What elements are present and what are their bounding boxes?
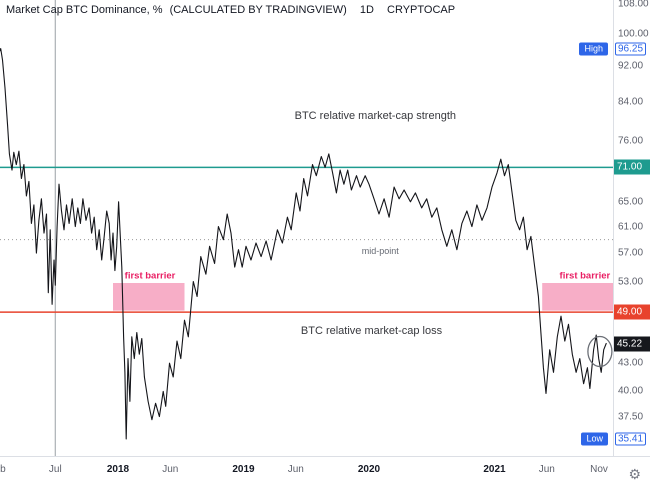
- price-tick-label: 92.00: [618, 60, 644, 72]
- teal-line-price-label: 71.00: [614, 159, 650, 175]
- time-month-label: Jul: [48, 464, 62, 475]
- axis-corner-cell: [613, 456, 650, 487]
- highlight-circle[interactable]: [587, 335, 613, 368]
- high-badge: High: [579, 42, 608, 56]
- price-tick-label: 76.00: [618, 135, 644, 147]
- annotation-strength-text[interactable]: BTC relative market-cap strength: [294, 109, 456, 122]
- annotation-loss-text[interactable]: BTC relative market-cap loss: [300, 324, 443, 337]
- annotation-first-barrier-right[interactable]: first barrier: [559, 270, 611, 282]
- low-value-label: 35.41: [615, 432, 647, 446]
- time-year-label: 2019: [232, 464, 255, 475]
- time-month-label: Nov: [590, 464, 608, 475]
- time-month-label: Jun: [287, 464, 304, 475]
- time-month-label: Jun: [162, 464, 179, 475]
- price-tick-label: 53.00: [618, 276, 644, 287]
- high-value-label: 96.25: [615, 42, 647, 56]
- calc-note: (CALCULATED BY TRADINGVIEW): [169, 4, 347, 16]
- symbol-title[interactable]: Market Cap BTC Dominance, %: [6, 4, 163, 16]
- chart-plot-area[interactable]: [0, 0, 613, 456]
- low-badge: Low: [581, 432, 608, 446]
- annotation-first-barrier-left[interactable]: first barrier: [124, 270, 176, 282]
- time-year-label: 2021: [483, 464, 506, 475]
- price-tick-label: 65.00: [618, 196, 644, 208]
- price-tick-label: 40.00: [618, 385, 644, 397]
- time-axis[interactable]: b Jul 2018 Jun 2019 Jun 2020 2021 Jun Nov: [0, 456, 613, 487]
- price-plot-svg[interactable]: [0, 0, 613, 456]
- time-year-label: 2018: [106, 464, 130, 475]
- price-tick-label: 108.00: [618, 0, 649, 10]
- price-axis[interactable]: 108.00 100.00 92.00 84.00 76.00 65.00 61.00 57.…: [613, 0, 650, 456]
- time-month-label: b: [0, 464, 6, 475]
- time-month-label: Jun: [538, 464, 555, 475]
- barrier-zone[interactable]: [113, 283, 185, 311]
- price-tick-label: 100.00: [618, 28, 649, 40]
- price-tick-label: 43.00: [618, 357, 644, 369]
- last-price-label: 45.22: [614, 336, 650, 351]
- red-line-price-label: 49.00: [614, 304, 650, 320]
- chart-legend[interactable]: Market Cap BTC Dominance, % (CALCULATED …: [6, 4, 455, 16]
- price-tick-label: 61.00: [618, 221, 644, 233]
- price-tick-label: 57.00: [618, 247, 644, 259]
- barrier-zone[interactable]: [542, 283, 613, 311]
- dominance-price-line: [0, 48, 607, 440]
- time-year-label: 2020: [357, 464, 381, 475]
- price-tick-label: 37.50: [618, 411, 644, 423]
- price-tick-label: 84.00: [618, 96, 644, 108]
- symbol-exchange[interactable]: CRYPTOCAP: [387, 4, 456, 16]
- annotation-midpoint-text[interactable]: mid-point: [361, 246, 399, 257]
- settings-gear-icon[interactable]: ⚙: [628, 466, 641, 482]
- interval-label[interactable]: 1D: [359, 4, 374, 16]
